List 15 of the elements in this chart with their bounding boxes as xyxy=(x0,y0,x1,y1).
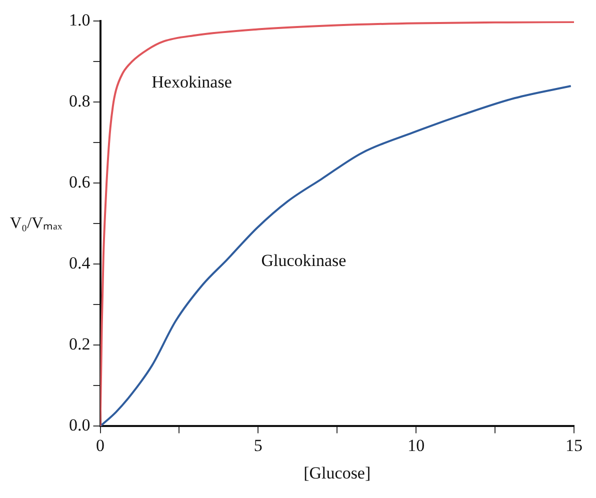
y-tick-label: 0.4 xyxy=(69,254,91,273)
y-tick-label: 0.6 xyxy=(69,172,90,192)
x-tick-label: 10 xyxy=(408,436,425,455)
x-tick-label: 0 xyxy=(96,436,104,455)
series-label: Glucokinase xyxy=(261,250,346,270)
x-tick-label: 15 xyxy=(566,436,582,455)
y-axis-title: V₀/Vₘₐₓ xyxy=(10,214,63,232)
x-tick-label: 5 xyxy=(254,436,262,455)
line-series xyxy=(100,21,574,426)
y-tick-label: 1.0 xyxy=(69,10,90,30)
y-tick-label: 0.0 xyxy=(69,416,90,435)
x-axis-title: [Glucose] xyxy=(304,463,371,482)
y-tick-label: 0.2 xyxy=(69,334,90,354)
series-label: Hexokinase xyxy=(152,72,232,92)
y-tick-label: 0.8 xyxy=(69,92,90,111)
